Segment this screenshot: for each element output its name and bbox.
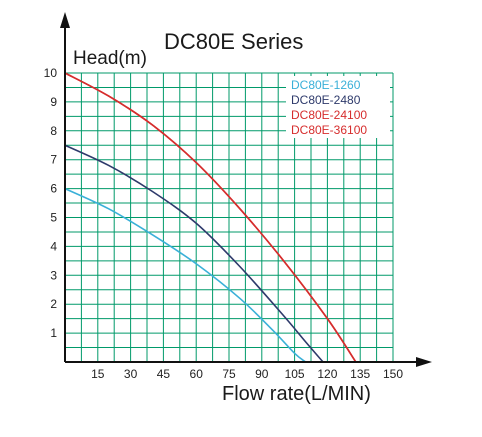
y-tick-label: 4 xyxy=(50,239,57,253)
y-tick-label: 8 xyxy=(50,124,57,138)
y-tick-label: 10 xyxy=(44,66,58,80)
x-tick-label: 120 xyxy=(317,367,337,381)
x-axis-arrow-icon xyxy=(416,357,432,367)
y-axis-arrow-icon xyxy=(60,12,70,28)
axes xyxy=(60,12,432,367)
series-line-dc80e-1260 xyxy=(64,187,307,363)
x-tick-label: 135 xyxy=(350,367,370,381)
x-tick-label: 45 xyxy=(157,367,171,381)
legend-item-dc80e-36100: DC80E-36100 xyxy=(291,123,367,137)
legend-item-dc80e-1260: DC80E-1260 xyxy=(291,78,361,92)
y-tick-label: 6 xyxy=(50,182,57,196)
legend-box xyxy=(286,76,390,138)
x-axis-label: Flow rate(L/MIN) xyxy=(222,383,371,405)
legend-item-dc80e-2480: DC80E-2480 xyxy=(291,93,361,107)
chart-title: DC80E Series xyxy=(164,29,303,54)
series-line-dc80e-36100 xyxy=(64,72,357,363)
x-tick-label: 150 xyxy=(383,367,403,381)
legend-item-dc80e-24100: DC80E-24100 xyxy=(291,108,367,122)
legend: DC80E-1260 DC80E-2480 DC80E-24100 DC80E-… xyxy=(286,76,390,138)
x-tick-label: 15 xyxy=(91,367,105,381)
y-tick-label: 3 xyxy=(50,268,57,282)
x-tick-label: 105 xyxy=(285,367,305,381)
x-tick-label: 75 xyxy=(222,367,236,381)
y-tick-label: 5 xyxy=(50,211,57,225)
y-axis-label: Head(m) xyxy=(73,48,147,69)
x-tick-label: 90 xyxy=(255,367,269,381)
x-tick-label: 30 xyxy=(124,367,138,381)
curves xyxy=(64,72,357,363)
series-line-dc80e-2480 xyxy=(64,144,324,363)
y-tick-label: 1 xyxy=(50,326,57,340)
y-tick-label: 7 xyxy=(50,153,57,167)
x-tick-label: 60 xyxy=(190,367,204,381)
grid xyxy=(64,72,394,363)
y-tick-label: 2 xyxy=(50,297,57,311)
y-tick-label: 9 xyxy=(50,95,57,109)
